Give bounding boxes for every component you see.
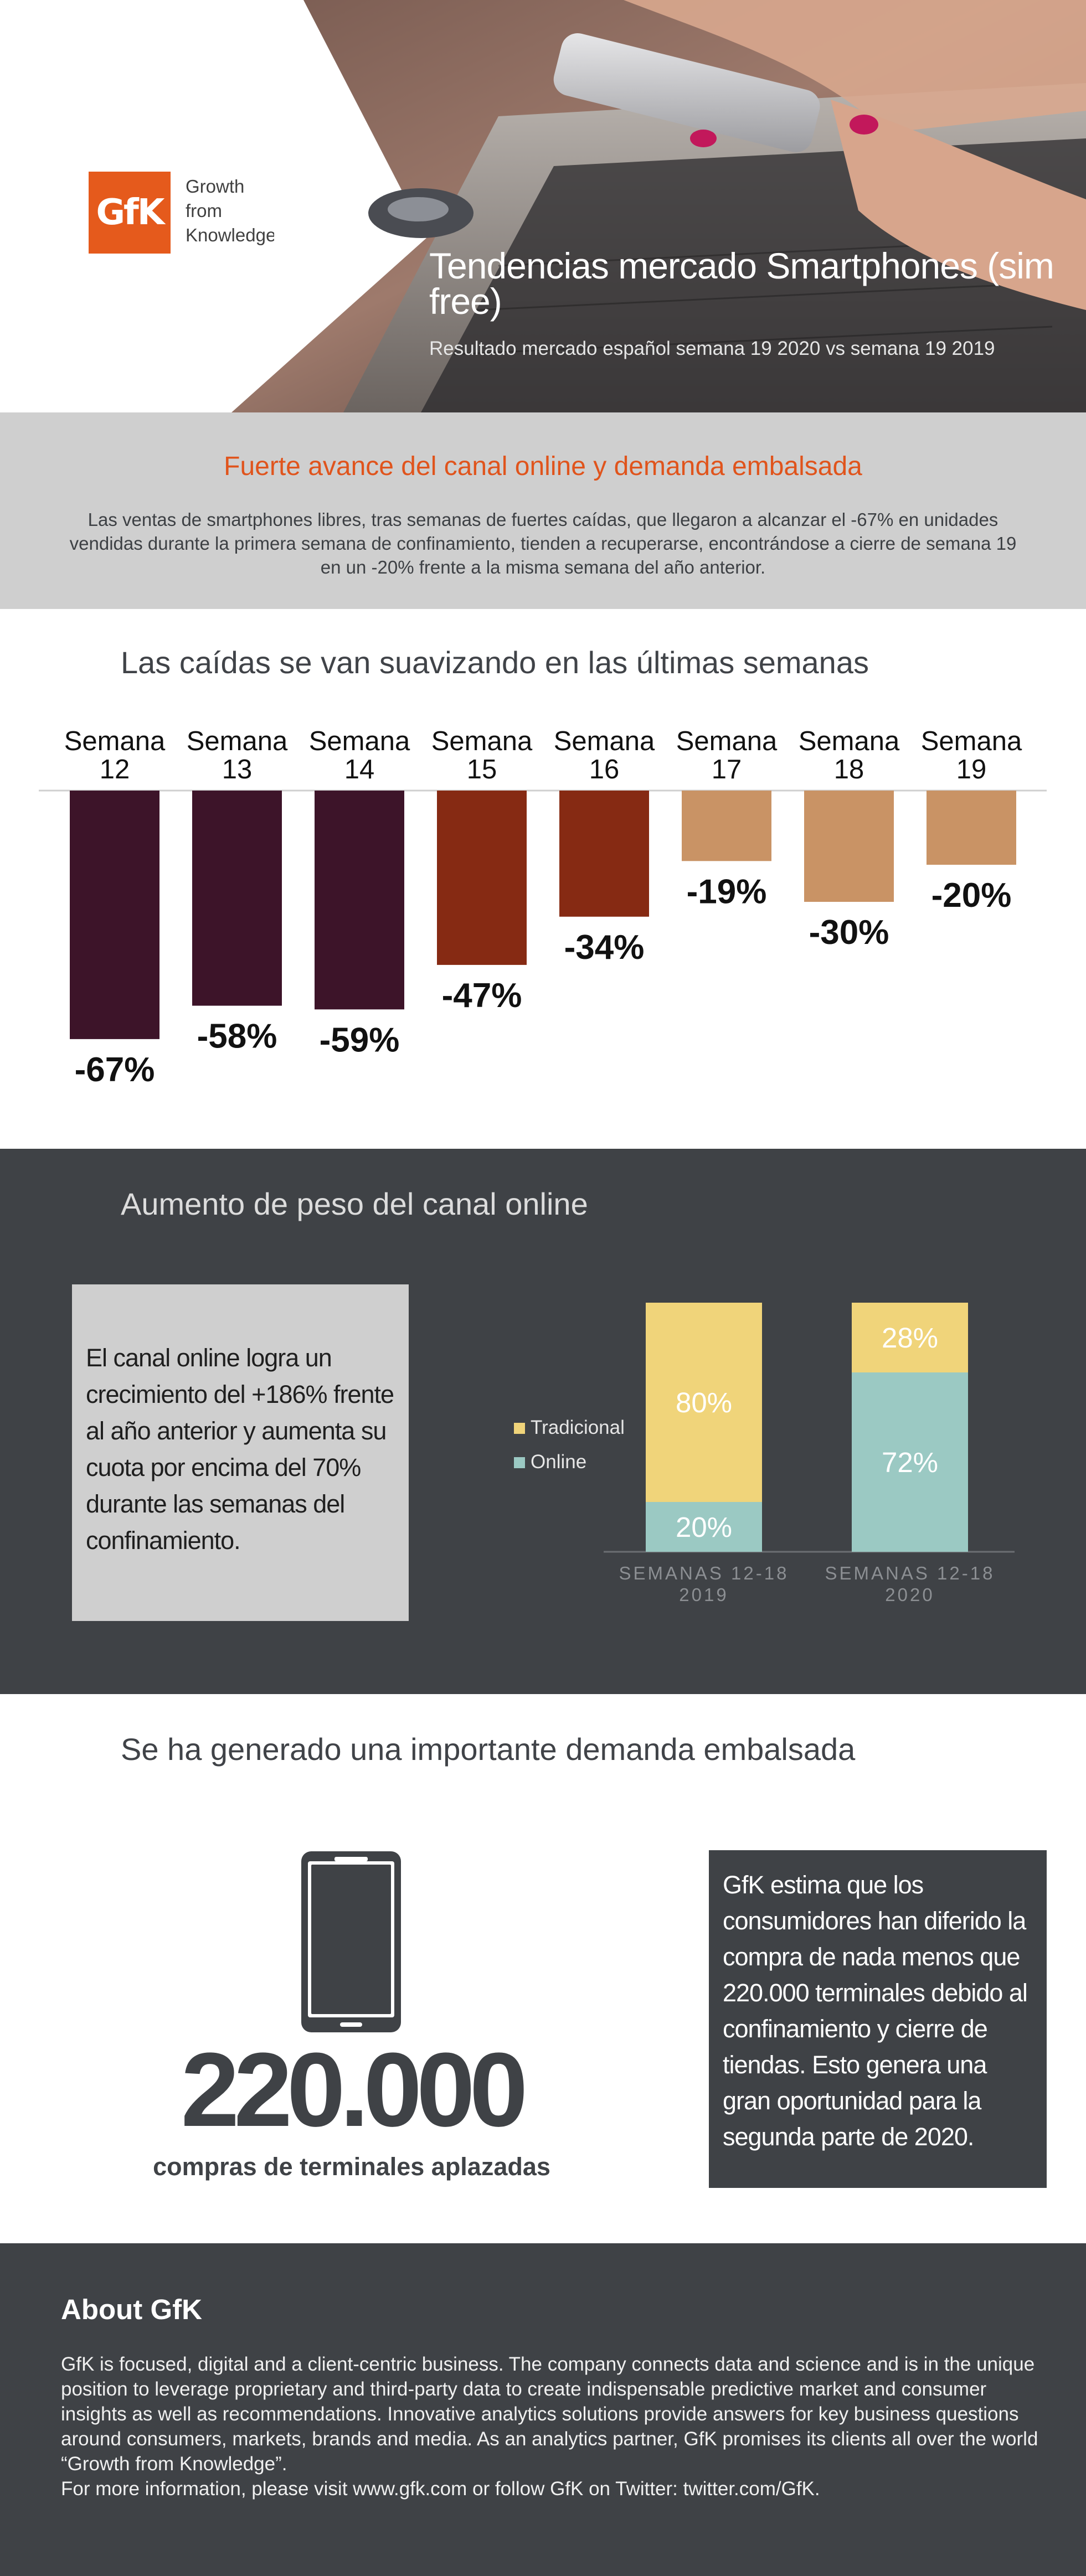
- intro-paragraph: Las ventas de smartphones libres, tras s…: [69, 509, 1017, 577]
- smartphone-icon: [301, 1851, 401, 2032]
- stacked-segment: [646, 1502, 762, 1552]
- week-number-label: 13: [222, 755, 253, 784]
- week-number-label: 18: [834, 755, 864, 784]
- stacked-segment: [852, 1372, 968, 1552]
- legend-label: Online: [531, 1451, 586, 1473]
- tagline-line: Knowledge: [186, 225, 274, 245]
- stacked-segment: [646, 1303, 762, 1502]
- bar: [70, 791, 159, 1039]
- about-contact-line: For more information, please visit www.g…: [61, 2478, 820, 2500]
- bar: [559, 791, 649, 917]
- bar: [682, 791, 771, 861]
- data-label: -34%: [564, 928, 645, 967]
- week-number-label: 12: [100, 755, 130, 784]
- weekly-declines-section: Las caídas se van suavizando en las últi…: [0, 609, 1086, 1149]
- data-label: 28%: [882, 1322, 938, 1354]
- hero-banner: GfK Growth from Knowledge Tendencias mer…: [0, 0, 1086, 412]
- demand-heading: Se ha generado una importante demanda em…: [121, 1732, 856, 1767]
- data-label: -67%: [75, 1051, 155, 1089]
- data-label: -20%: [931, 876, 1012, 915]
- declines-heading: Las caídas se van suavizando en las últi…: [121, 645, 869, 680]
- week-label: Semana: [187, 726, 288, 756]
- week-label: Semana: [554, 726, 655, 756]
- data-label: -47%: [442, 977, 522, 1015]
- week-label: Semana: [921, 726, 1022, 756]
- bar: [804, 791, 894, 902]
- pent-up-demand-section: Se ha generado una importante demanda em…: [0, 1694, 1086, 2243]
- week-number-label: 15: [467, 755, 497, 784]
- gfk-logo-mark: GfK: [89, 172, 171, 254]
- deferred-purchases-number: 220.000: [181, 2031, 528, 2149]
- about-heading: About GfK: [61, 2294, 202, 2325]
- stacked-segment: [852, 1303, 968, 1372]
- week-label: Semana: [676, 726, 778, 756]
- category-year-label: 2020: [885, 1584, 934, 1605]
- data-label: -19%: [687, 873, 767, 911]
- data-label: -58%: [197, 1018, 277, 1056]
- data-label: 20%: [676, 1511, 732, 1543]
- about-paragraph: GfK is focused, digital and a client-cen…: [61, 2353, 1038, 2475]
- online-channel-section: Aumento de peso del canal online El cana…: [0, 1149, 1086, 1694]
- legend-label: Tradicional: [531, 1417, 625, 1438]
- week-label: Semana: [64, 726, 166, 756]
- legend-swatch: [514, 1457, 525, 1468]
- data-label: 80%: [676, 1387, 732, 1418]
- week-number-label: 16: [589, 755, 620, 784]
- data-label: -59%: [320, 1021, 400, 1059]
- about-section: About GfK GfK is focused, digital and a …: [0, 2243, 1086, 2576]
- bar: [192, 791, 282, 1006]
- page-subtitle: Resultado mercado español semana 19 2020…: [429, 338, 995, 359]
- about-text-block: GfK is focused, digital and a client-cen…: [61, 2352, 1041, 2501]
- deferred-purchases-caption: compras de terminales aplazadas: [153, 2152, 550, 2181]
- category-label: SEMANAS 12-18: [619, 1563, 789, 1583]
- tagline-line: Growth: [186, 176, 245, 197]
- online-heading: Aumento de peso del canal online: [121, 1186, 588, 1221]
- week-number-label: 14: [344, 755, 375, 784]
- data-label: 72%: [882, 1447, 938, 1478]
- bar: [927, 791, 1016, 865]
- hero-photo: [231, 0, 1086, 412]
- legend-swatch: [514, 1423, 525, 1434]
- bar: [437, 791, 527, 965]
- week-label: Semana: [799, 726, 900, 756]
- demand-info-card: GfK estima que los consumidores han dife…: [709, 1850, 1047, 2188]
- intro-heading: Fuerte avance del canal online y demanda…: [224, 452, 862, 481]
- week-number-label: 17: [712, 755, 742, 784]
- intro-section: Fuerte avance del canal online y demanda…: [0, 412, 1086, 609]
- tagline-line: from: [186, 200, 222, 221]
- bar: [315, 791, 404, 1010]
- demand-card-text: GfK estima que los consumidores han dife…: [723, 1871, 1028, 2151]
- week-number-label: 19: [956, 755, 987, 784]
- online-card-text: El canal online logra un crecimiento del…: [86, 1344, 394, 1555]
- gfk-logo-tagline: Growth from Knowledge: [186, 174, 274, 247]
- category-year-label: 2019: [679, 1584, 728, 1605]
- page-title: Tendencias mercado Smartphones (sim free…: [429, 245, 1054, 322]
- week-label: Semana: [309, 726, 410, 756]
- data-label: -30%: [809, 913, 889, 952]
- online-info-card: El canal online logra un crecimiento del…: [72, 1284, 409, 1621]
- weekly-decline-chart: Semana12-67%Semana13-58%Semana14-59%Sema…: [39, 726, 1047, 1089]
- category-label: SEMANAS 12-18: [825, 1563, 995, 1583]
- gfk-logo[interactable]: GfK Growth from Knowledge: [89, 172, 277, 255]
- week-label: Semana: [431, 726, 533, 756]
